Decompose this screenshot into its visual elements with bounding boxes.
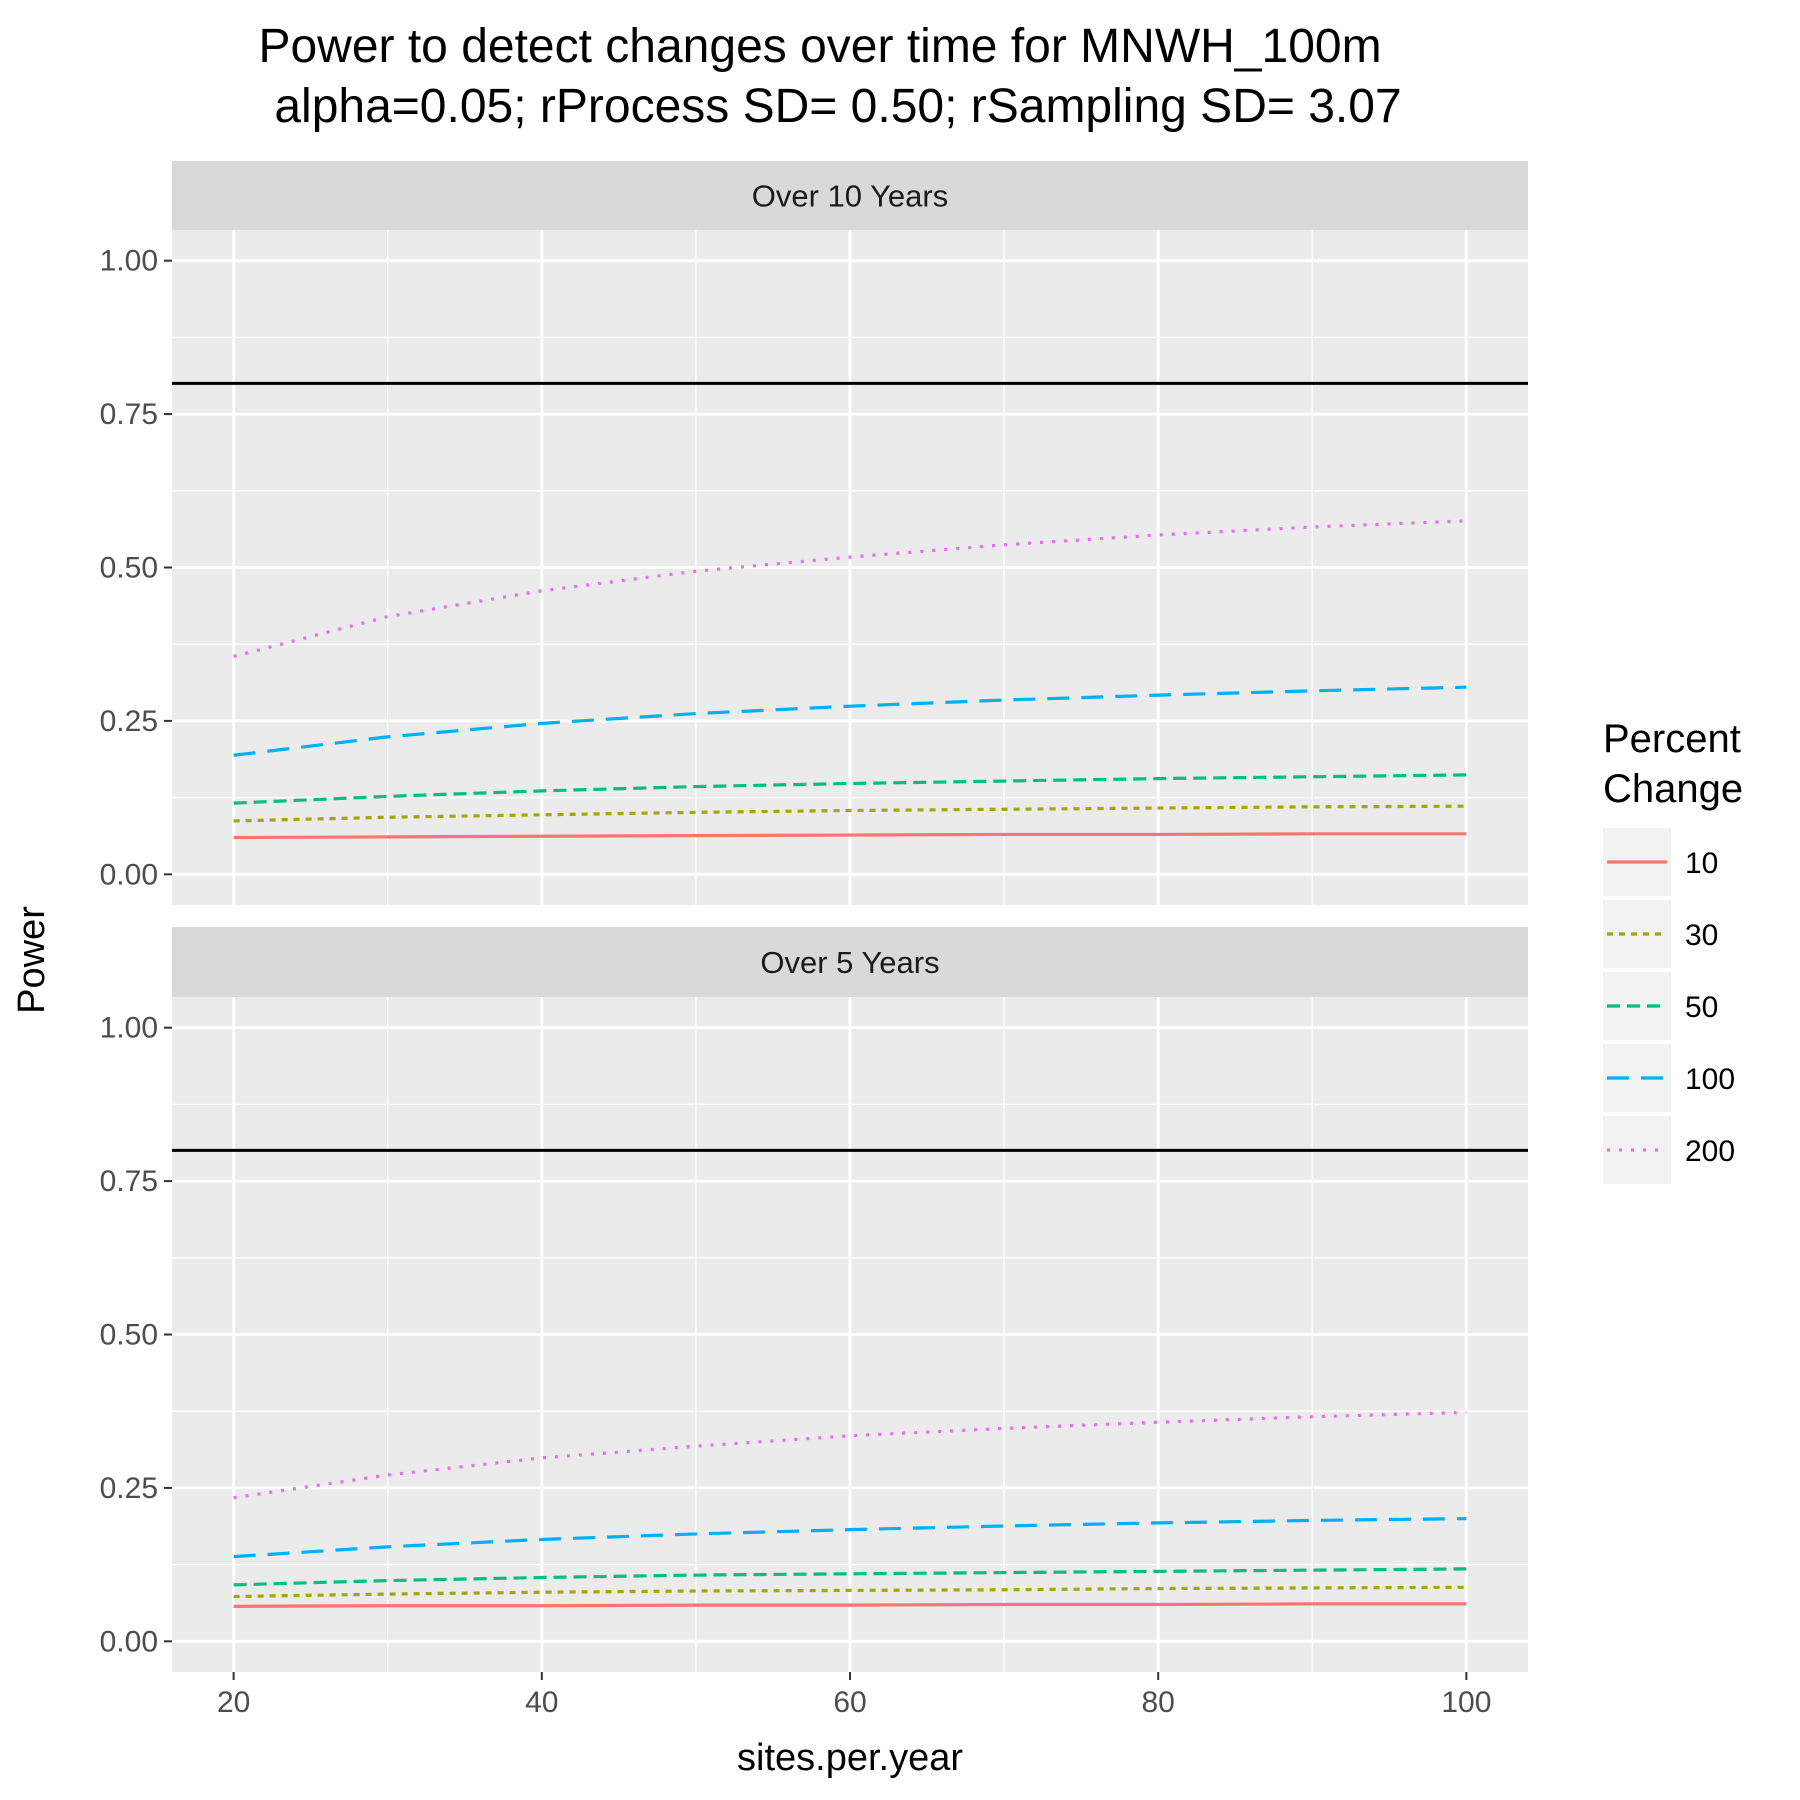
series-line-30 <box>233 1585 1467 1599</box>
y-tick-label: 0.25 <box>100 1472 158 1505</box>
x-tick-label: 60 <box>833 1686 866 1719</box>
legend-label: 30 <box>1685 919 1718 952</box>
legend-title: Change <box>1603 767 1743 811</box>
series-line-50 <box>233 1567 1467 1587</box>
legend-label: 100 <box>1685 1063 1735 1096</box>
legend-item-50: 50 <box>1603 972 1718 1040</box>
series-line-50 <box>233 773 1467 805</box>
facet-strip <box>172 927 1528 997</box>
facet-panel: Over 5 Years 0.00 0.25 0.50 0.75 1.00 <box>100 927 1528 1680</box>
y-tick-label: 1.00 <box>100 1012 158 1045</box>
series-line-100 <box>233 685 1467 757</box>
facet-strip-label: Over 5 Years <box>760 945 939 980</box>
series-line-10 <box>233 832 1467 840</box>
facet-panel: Over 10 Years 0.00 0.25 0.50 0.75 1.00 <box>100 161 1528 905</box>
x-tick-label: 100 <box>1441 1686 1491 1719</box>
x-tick-label: 40 <box>525 1686 558 1719</box>
y-tick-label: 0.50 <box>100 552 158 585</box>
y-tick-label: 0.25 <box>100 705 158 738</box>
legend-label: 200 <box>1685 1135 1735 1168</box>
legend-key <box>1603 1116 1671 1184</box>
chart-subtitle: alpha=0.05; rProcess SD= 0.50; rSampling… <box>274 80 1401 133</box>
facet-strip-label: Over 10 Years <box>752 179 948 214</box>
legend-item-10: 10 <box>1603 828 1718 896</box>
x-axis: 20 40 60 80 100 <box>217 1686 1491 1719</box>
y-tick-label: 0.00 <box>100 1625 158 1658</box>
y-tick-label: 0.00 <box>100 858 158 891</box>
series-line-200 <box>233 519 1467 659</box>
legend-title: Percent <box>1603 717 1741 761</box>
legend-item-30: 30 <box>1603 900 1718 968</box>
y-tick-label: 0.75 <box>100 398 158 431</box>
series-line-10 <box>233 1602 1467 1608</box>
y-tick-label: 0.75 <box>100 1165 158 1198</box>
series-line-30 <box>233 804 1467 823</box>
x-tick-label: 80 <box>1141 1686 1174 1719</box>
y-tick-label: 0.50 <box>100 1319 158 1352</box>
legend: Percent Change 10 30 50 100 200 <box>1603 717 1743 1184</box>
facet-strip <box>172 161 1528 230</box>
legend-item-200: 200 <box>1603 1116 1735 1184</box>
x-axis-title: sites.per.year <box>737 1737 963 1779</box>
legend-item-100: 100 <box>1603 1044 1735 1112</box>
chart-title: Power to detect changes over time for MN… <box>258 20 1381 73</box>
x-tick-label: 20 <box>217 1686 250 1719</box>
series-line-100 <box>233 1516 1467 1559</box>
legend-label: 10 <box>1685 847 1718 880</box>
y-tick-label: 1.00 <box>100 245 158 278</box>
legend-label: 50 <box>1685 991 1718 1024</box>
y-axis-title: Power <box>11 906 53 1014</box>
